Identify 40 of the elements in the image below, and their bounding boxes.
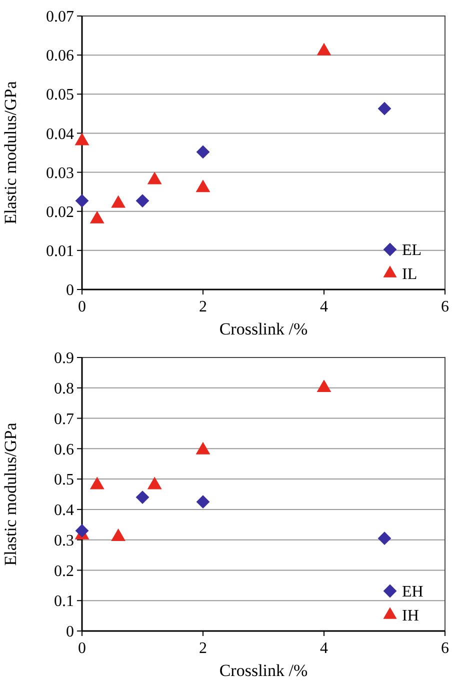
y-tick-label: 0.8 [54, 380, 74, 398]
x-tick-label: 2 [199, 640, 207, 657]
y-tick-label: 0 [66, 624, 74, 641]
y-tick-label: 0.05 [46, 86, 74, 104]
point [316, 42, 332, 56]
legend-label: EH [402, 584, 424, 601]
y-tick-label: 0.4 [54, 502, 74, 520]
y-tick-label: 0.04 [46, 126, 74, 143]
point [74, 132, 90, 146]
y-tick-label: 0.2 [54, 562, 74, 580]
x-tick-label: 4 [320, 298, 328, 316]
x-tick-label: 0 [78, 640, 86, 657]
y-tick-label: 0.9 [54, 350, 74, 368]
x-tick-label: 2 [199, 298, 207, 316]
y-tick-label: 0.03 [46, 164, 74, 182]
x-tick-label: 6 [441, 298, 449, 316]
legend-label: IH [402, 608, 420, 625]
y-tick-label: 0.01 [46, 243, 74, 260]
point [147, 172, 162, 184]
x-axis-title: Crosslink /% [219, 661, 308, 680]
y-axis-title: Elastic modulus/GPa [1, 422, 20, 566]
legend-label: IL [402, 266, 418, 284]
y-tick-label: 0.07 [46, 8, 74, 26]
y-tick-label: 0.3 [54, 532, 74, 550]
y-tick-label: 0.02 [46, 204, 74, 221]
y-tick-label: 0.06 [46, 48, 74, 65]
y-tick-label: 0.7 [54, 410, 74, 428]
y-tick-label: 0.5 [54, 472, 74, 489]
y-tick-label: 0.1 [54, 593, 74, 610]
y-axis-title: Elastic modulus/GPa [1, 80, 20, 224]
y-tick-label: 0.6 [54, 441, 74, 458]
legend-label: EL [402, 242, 422, 260]
point [196, 180, 210, 192]
x-tick-label: 6 [441, 640, 449, 657]
x-axis-title: Crosslink /% [219, 320, 308, 338]
y-tick-label: 0 [66, 282, 74, 300]
x-tick-label: 0 [78, 298, 86, 316]
point [111, 195, 126, 208]
x-tick-label: 4 [320, 640, 328, 657]
point [90, 210, 104, 224]
